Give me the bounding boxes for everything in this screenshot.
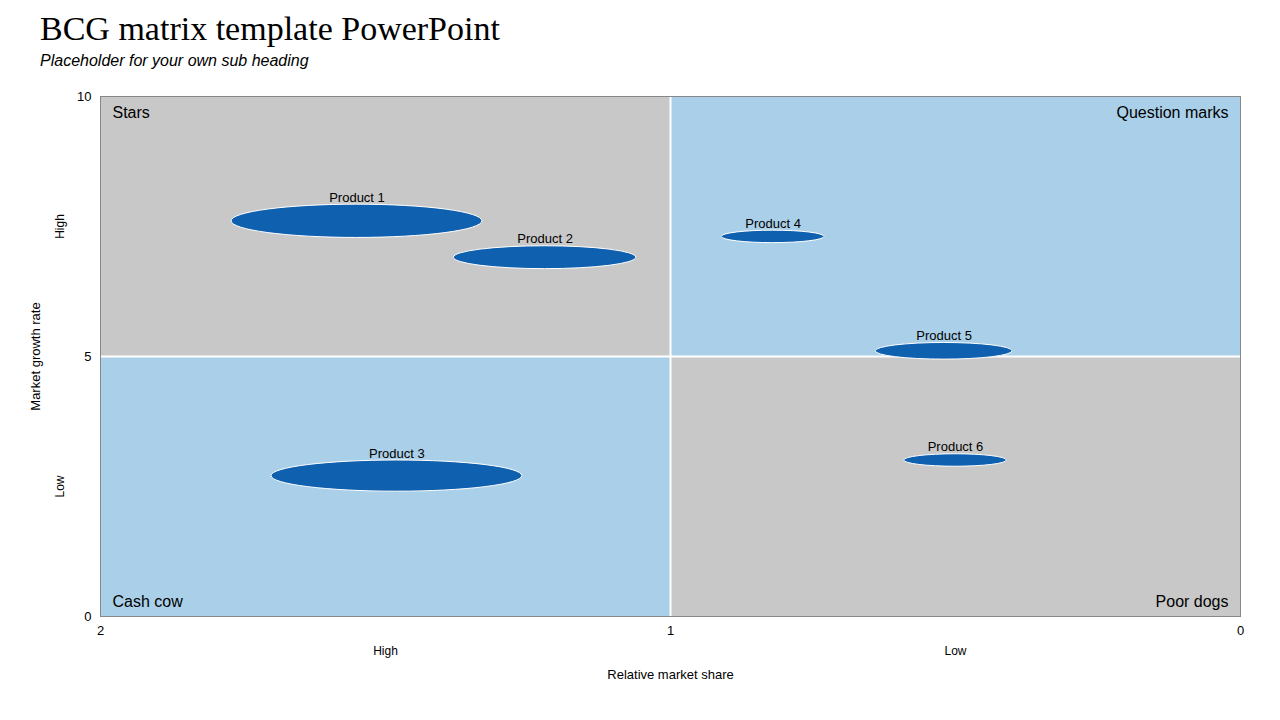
html-text:Placeholder for your own sub h: Placeholder for your own sub heading — [40, 52, 309, 69]
svg-text:2: 2 — [97, 623, 104, 638]
svg-text:Cash cow: Cash cow — [113, 593, 184, 610]
svg-text:Product 6: Product 6 — [928, 439, 984, 454]
svg-text:Question marks: Question marks — [1116, 104, 1228, 121]
svg-text:High: High — [373, 644, 398, 658]
svg-text:5: 5 — [84, 349, 91, 364]
svg-text:Relative market share: Relative market share — [607, 667, 733, 682]
svg-text:1: 1 — [667, 623, 674, 638]
svg-text:Low: Low — [53, 475, 67, 497]
svg-text:Product 2: Product 2 — [517, 231, 573, 246]
svg-text:0: 0 — [84, 609, 91, 624]
svg-text:Market growth rate: Market growth rate — [28, 302, 43, 410]
svg-text:Product 5: Product 5 — [916, 328, 972, 343]
html-text:BCG matrix template PowerPoint: BCG matrix template PowerPoint — [40, 10, 500, 47]
svg-text:Product 3: Product 3 — [369, 446, 425, 461]
svg-text:Poor dogs: Poor dogs — [1156, 593, 1229, 610]
svg-text:Stars: Stars — [113, 104, 150, 121]
svg-text:Product 4: Product 4 — [745, 216, 801, 231]
svg-text:10: 10 — [77, 89, 91, 104]
svg-text:0: 0 — [1237, 623, 1244, 638]
svg-text:High: High — [53, 214, 67, 239]
svg-text:Product 1: Product 1 — [329, 190, 385, 205]
svg-text:Low: Low — [944, 644, 966, 658]
